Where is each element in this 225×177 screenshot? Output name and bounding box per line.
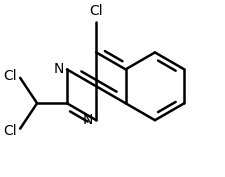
- Text: Cl: Cl: [4, 69, 17, 83]
- Text: N: N: [54, 62, 64, 76]
- Text: N: N: [83, 113, 93, 127]
- Text: Cl: Cl: [4, 124, 17, 138]
- Text: Cl: Cl: [90, 4, 103, 18]
